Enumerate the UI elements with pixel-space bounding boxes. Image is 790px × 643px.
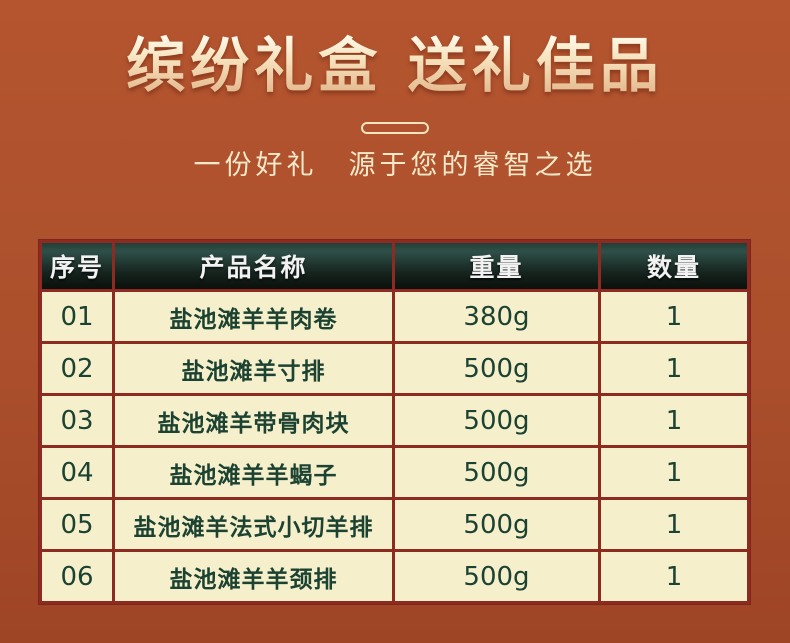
row-6-weight: 500g (395, 552, 598, 601)
row-1-qty: 1 (601, 292, 747, 341)
row-4-qty: 1 (601, 448, 747, 497)
row-2-number: 02 (42, 344, 112, 393)
row-6-product: 盐池滩羊羊颈排 (115, 552, 392, 601)
row-1-weight: 380g (395, 292, 598, 341)
row-3-product: 盐池滩羊带骨肉块 (115, 396, 392, 445)
row-6-number: 06 (42, 552, 112, 601)
row-3-weight: 500g (395, 396, 598, 445)
page-subtitle: 一份好礼 源于您的睿智之选 (193, 150, 597, 181)
column-header-weight: 重量 (395, 243, 598, 289)
row-2-product: 盐池滩羊寸排 (115, 344, 392, 393)
row-5-number: 05 (42, 500, 112, 549)
column-header-no: 序号 (42, 243, 112, 289)
row-5-weight: 500g (395, 500, 598, 549)
row-3-number: 03 (42, 396, 112, 445)
row-5-qty: 1 (601, 500, 747, 549)
row-5-product: 盐池滩羊法式小切羊排 (115, 500, 392, 549)
row-4-product: 盐池滩羊羊蝎子 (115, 448, 392, 497)
page-title: 缤纷礼盒 送礼佳品 (0, 33, 790, 99)
row-4-weight: 500g (395, 448, 598, 497)
column-header-name: 产品名称 (115, 243, 392, 289)
column-header-qty: 数量 (601, 243, 747, 289)
divider-pill (361, 122, 429, 134)
row-1-product: 盐池滩羊羊肉卷 (115, 292, 392, 341)
row-6-qty: 1 (601, 552, 747, 601)
row-3-qty: 1 (601, 396, 747, 445)
row-1-number: 01 (42, 292, 112, 341)
row-2-qty: 1 (601, 344, 747, 393)
product-spec-table: 序号 产品名称 重量 数量 01 盐池滩羊羊肉卷 380g 1 02 盐池滩羊寸… (38, 239, 751, 605)
row-4-number: 04 (42, 448, 112, 497)
row-2-weight: 500g (395, 344, 598, 393)
